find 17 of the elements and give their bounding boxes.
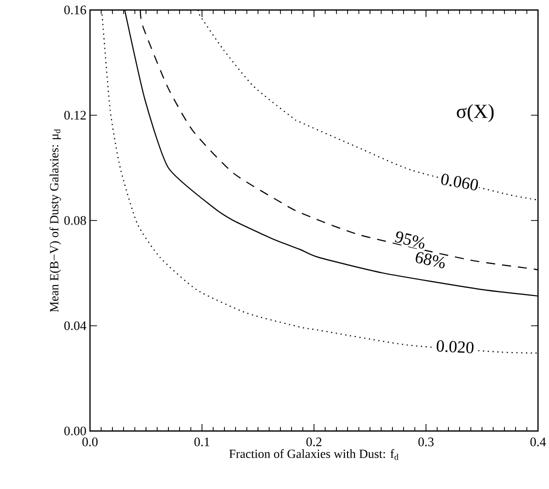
y-tick-label: 0.16: [64, 6, 86, 14]
x-tick-label: 0.3: [418, 438, 434, 446]
x-axis-title: Fraction of Galaxies with Dust: f$_{d}$: [229, 449, 398, 460]
annotation: σ(X): [456, 104, 494, 122]
y-axis-title: Mean E(B−V) of Dusty Galaxies: μ$_{d}$: [50, 129, 61, 312]
annotation: 95%: [394, 232, 424, 249]
x-tick-label: 0.2: [306, 438, 322, 446]
annotation: 0.060: [441, 174, 478, 190]
y-tick-label: 0.08: [64, 216, 86, 225]
annotation: 68%: [416, 252, 445, 268]
annotation: 0.020: [436, 340, 474, 354]
y-tick-label: 0.04: [64, 321, 86, 330]
y-tick-label: 0.00: [64, 426, 86, 436]
y-tick-label: 0.12: [64, 110, 86, 120]
x-tick-label: 0.1: [194, 438, 210, 446]
x-tick-label: 0.0: [82, 438, 98, 446]
x-tick-label: 0.4: [530, 438, 546, 446]
